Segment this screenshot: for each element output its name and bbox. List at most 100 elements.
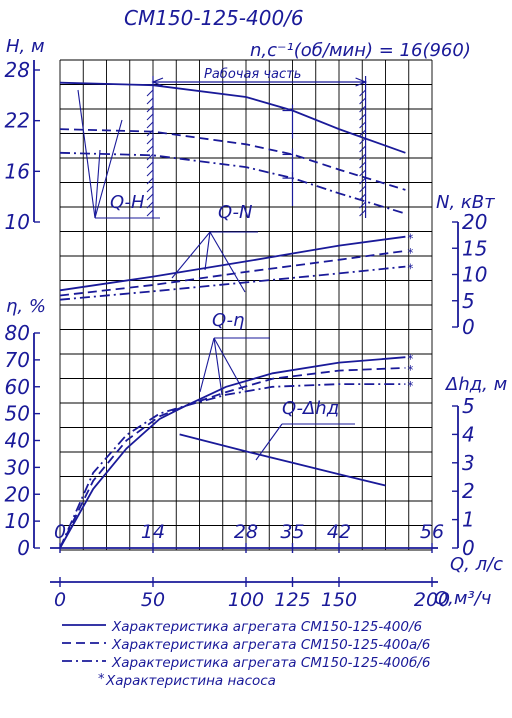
working-zone-label: Рабочая часть — [204, 67, 301, 82]
efficiency-axis-tick-label: 20 — [5, 482, 30, 506]
q-ls-axis-tick-label: 0 — [54, 521, 66, 543]
working-zone-hatch — [146, 193, 154, 201]
working-zone-hatch — [146, 105, 154, 113]
working-zone-hatch — [146, 89, 154, 97]
chart-grid — [59, 59, 433, 551]
qn-curve-dashed — [59, 250, 406, 297]
efficiency-axis-tick-label: 60 — [5, 375, 30, 399]
q-ls-axis-label: Q, л/с — [450, 554, 503, 575]
working-zone-hatch — [359, 145, 366, 153]
pump-marker-asterisk: * — [407, 232, 413, 246]
curve-label-leader — [94, 119, 123, 219]
npsh-axis-tick-label: 1 — [462, 508, 475, 532]
npsh-curve — [179, 433, 386, 487]
q-m3h-axis-tick-label: 0 — [54, 589, 66, 611]
q-m3h-axis-label: Q,м³/ч — [434, 588, 491, 609]
chart-axes: 2822161080706050403020100201510505432100… — [5, 58, 488, 611]
npsh-axis-tick-label: 3 — [462, 451, 475, 475]
q-ls-axis-tick-label: 28 — [234, 521, 258, 543]
working-zone-hatch — [146, 113, 154, 121]
q-ls-axis-tick-label: 14 — [141, 521, 165, 543]
qn-curve-dashdot — [59, 265, 406, 301]
speed-label: n,с⁻¹(об/мин) = 16(960) — [250, 40, 471, 61]
power-axis-label: N, кВт — [436, 192, 495, 213]
qeta-curve-dashed — [59, 367, 406, 549]
efficiency-axis-tick-label: 40 — [5, 429, 30, 453]
qh-curve-solid — [59, 81, 406, 154]
working-zone-hatch — [359, 137, 366, 145]
curve-label-leader — [77, 89, 96, 219]
chart-legend: Характеристика агрегата СМ150-125-400/6 Х… — [62, 619, 430, 689]
legend-swatch-asterisk: * — [98, 672, 105, 687]
pump-marker-asterisk: * — [407, 363, 413, 377]
legend-item-label: Характеристика агрегата СМ150-125-400/6 — [111, 619, 422, 635]
qn-curve-solid — [59, 235, 406, 292]
working-zone-hatch — [359, 153, 366, 161]
power-axis-tick-label: 15 — [462, 236, 487, 260]
working-zone-hatch — [146, 185, 154, 193]
pump-marker-asterisk: * — [407, 379, 413, 393]
npsh-axis-tick-label: 5 — [462, 394, 475, 418]
npsh-axis-tick-label: 4 — [462, 422, 475, 446]
efficiency-axis-tick-label: 10 — [5, 509, 30, 533]
q-ls-axis-tick-label: 35 — [280, 521, 304, 543]
working-zone-hatch — [146, 137, 154, 145]
working-zone-hatch — [146, 161, 154, 169]
efficiency-axis-tick-label: 80 — [5, 321, 30, 345]
legend-item-label: Характеристика агрегата СМ150-125-400б/6 — [111, 655, 430, 671]
working-zone-hatch — [359, 169, 366, 177]
chart-title: СМ150-125-400/6 — [124, 6, 304, 30]
pump-marker-asterisk: * — [407, 246, 413, 260]
working-zone-hatch — [146, 153, 154, 161]
curve-label-qeta: Q-η — [212, 310, 244, 331]
curve-label-qnpsh: Q-Δhд — [282, 398, 339, 419]
power-axis-tick-label: 5 — [462, 289, 475, 313]
curve-label-leader — [94, 149, 101, 219]
head-axis-tick-label: 16 — [5, 159, 30, 183]
working-zone-hatch — [359, 161, 366, 169]
working-zone-hatch — [146, 177, 154, 185]
working-zone-hatch — [359, 121, 366, 129]
qh-curve-dashed — [59, 128, 406, 191]
efficiency-axis-tick-label: 30 — [5, 455, 30, 479]
efficiency-axis-label: η, % — [6, 296, 46, 317]
legend-item-label: Характеристика агрегата СМ150-125-400а/6 — [111, 637, 430, 653]
working-zone-hatch — [146, 129, 154, 137]
power-axis-tick-label: 10 — [462, 263, 487, 287]
q-m3h-axis-tick-label: 200 — [414, 589, 450, 611]
curve-label-qh: Q-H — [110, 192, 145, 213]
curve-label-qn: Q-N — [218, 202, 252, 223]
efficiency-axis-tick-label: 70 — [5, 348, 30, 372]
working-zone-hatch — [146, 97, 154, 105]
head-axis-tick-label: 28 — [5, 58, 30, 82]
curve-label-leader — [199, 337, 215, 393]
curve-label-leader — [209, 231, 246, 293]
curve-label-leader — [255, 423, 283, 461]
curve-label-leader — [171, 231, 211, 279]
curve-label-leader — [204, 231, 211, 271]
chart-curves: ****** — [59, 81, 413, 549]
working-zone-hatch — [146, 201, 154, 209]
curve-label-leader — [213, 337, 244, 391]
working-zone-hatch — [146, 209, 154, 217]
q-ls-axis-tick-label: 56 — [420, 521, 444, 543]
efficiency-axis-tick-label: 0 — [17, 536, 30, 560]
head-axis-label: H, м — [6, 36, 45, 57]
working-zone-hatch — [359, 209, 366, 217]
q-ls-axis-tick-label: 42 — [327, 521, 351, 543]
power-axis-tick-label: 0 — [462, 315, 475, 339]
working-zone-hatch — [359, 97, 366, 105]
working-zone-hatch — [359, 113, 366, 121]
q-m3h-axis-tick-label: 125 — [274, 589, 310, 611]
head-axis-tick-label: 22 — [5, 109, 30, 133]
head-axis-tick-label: 10 — [5, 210, 30, 234]
working-zone-hatch — [359, 185, 366, 193]
npsh-axis-tick-label: 2 — [462, 479, 475, 503]
q-m3h-axis-tick-label: 50 — [141, 589, 165, 611]
qh-curve-dashdot — [59, 151, 406, 215]
power-axis-tick-label: 20 — [462, 210, 487, 234]
npsh-axis-tick-label: 0 — [462, 536, 475, 560]
npsh-axis-label: Δhд, м — [444, 374, 507, 395]
pump-marker-asterisk: * — [407, 352, 413, 366]
